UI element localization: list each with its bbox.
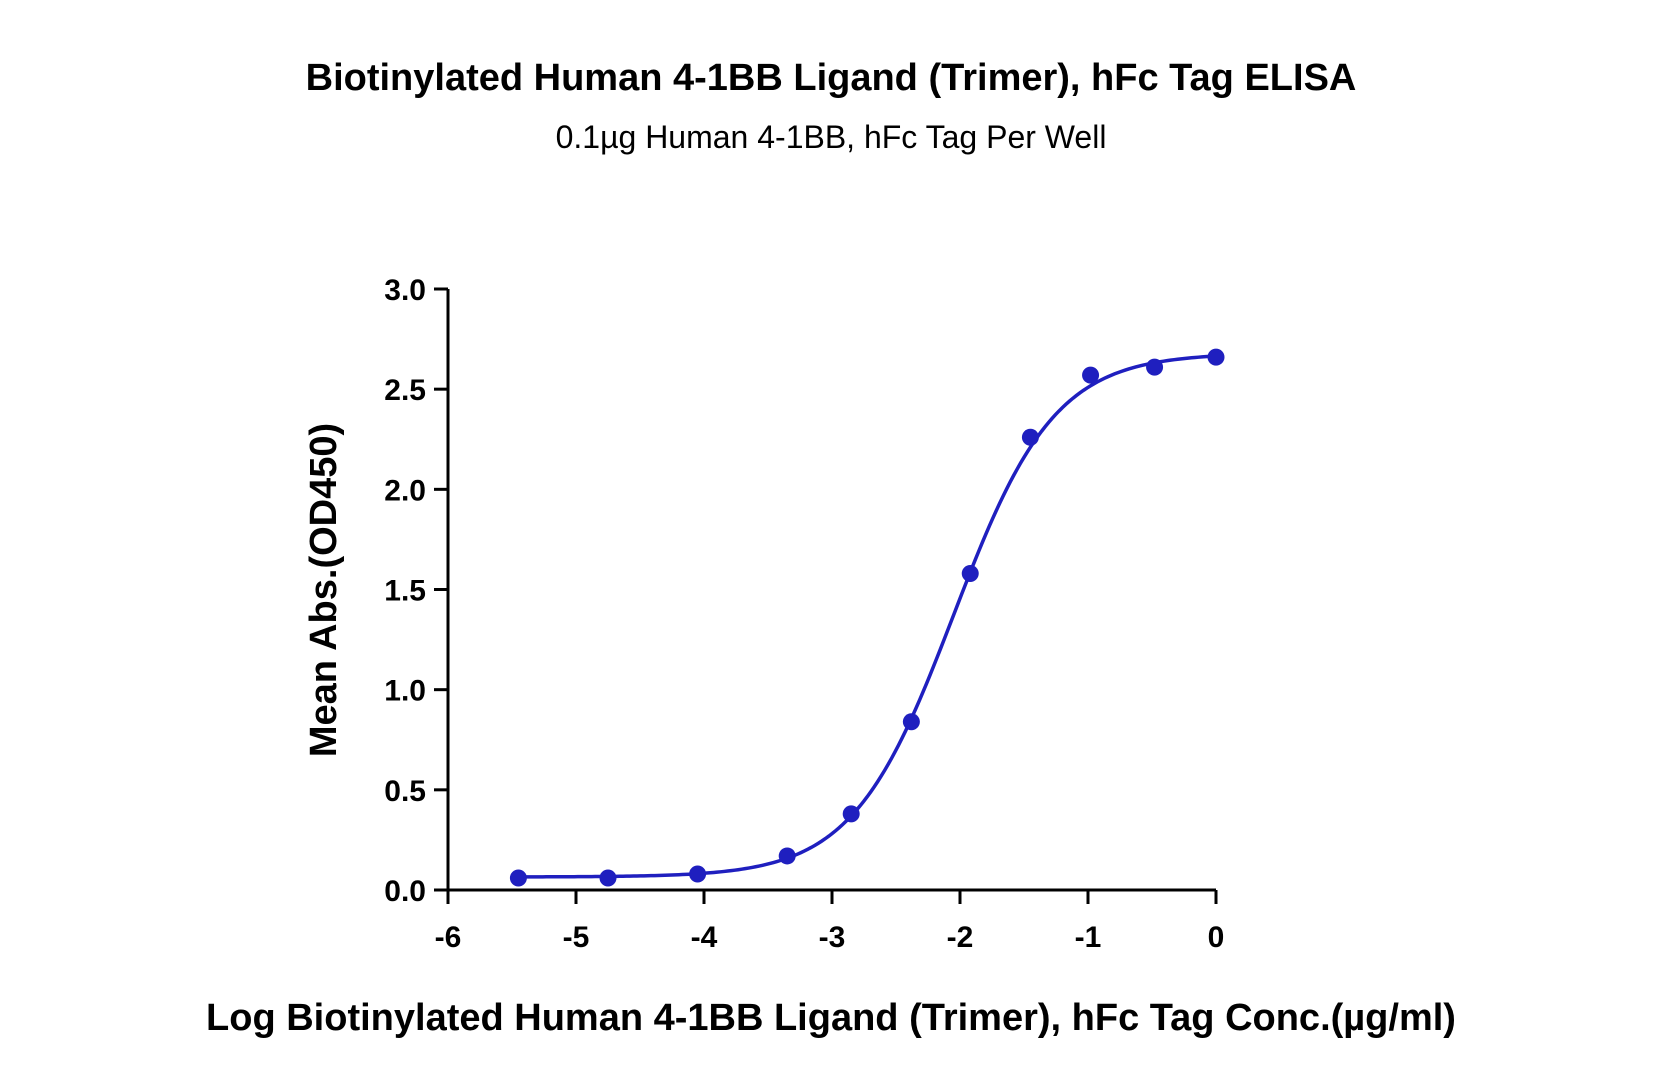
x-ticks: -6 -5 -4 -3 -2 -1 0 (435, 890, 1225, 954)
data-point (509, 869, 527, 887)
y-axis-label: Mean Abs.(OD450) (303, 423, 345, 757)
y-tick-label: 0.0 (384, 875, 426, 908)
fit-curve (518, 354, 1217, 879)
y-tick-label: 1.0 (384, 675, 426, 708)
y-tick-label: 1.5 (384, 575, 426, 608)
x-tick-label: 0 (1208, 921, 1225, 954)
y-tick-label: 2.5 (384, 374, 426, 407)
x-tick-label: -5 (563, 921, 590, 954)
x-tick-label: -1 (1075, 921, 1102, 954)
data-point (1207, 348, 1225, 366)
y-tick-label: 3.0 (384, 274, 426, 307)
x-tick-label: -3 (819, 921, 846, 954)
data-point (961, 564, 979, 582)
x-tick-label: -2 (947, 921, 974, 954)
chart-subtitle: 0.1µg Human 4-1BB, hFc Tag Per Well (556, 119, 1107, 155)
x-axis-label: Log Biotinylated Human 4-1BB Ligand (Tri… (206, 997, 1456, 1039)
data-point (1021, 428, 1039, 446)
data-point (689, 865, 707, 883)
data-point (1146, 358, 1164, 376)
x-tick-label: -4 (691, 921, 718, 954)
y-tick-label: 2.0 (384, 474, 426, 507)
x-tick-label: -6 (435, 921, 462, 954)
data-point (902, 713, 920, 731)
data-point (599, 869, 617, 887)
chart-title: Biotinylated Human 4-1BB Ligand (Trimer)… (306, 57, 1357, 99)
y-ticks: 0.0 0.5 1.0 1.5 2.0 2.5 3.0 (384, 274, 448, 908)
y-tick-label: 0.5 (384, 775, 426, 808)
data-point (778, 847, 796, 865)
plot-area (509, 348, 1225, 887)
data-point (842, 805, 860, 823)
data-point (1082, 366, 1100, 384)
axes: 0.0 0.5 1.0 1.5 2.0 2.5 3.0 -6 -5 -4 -3 -2 -1 0 (384, 274, 1224, 954)
